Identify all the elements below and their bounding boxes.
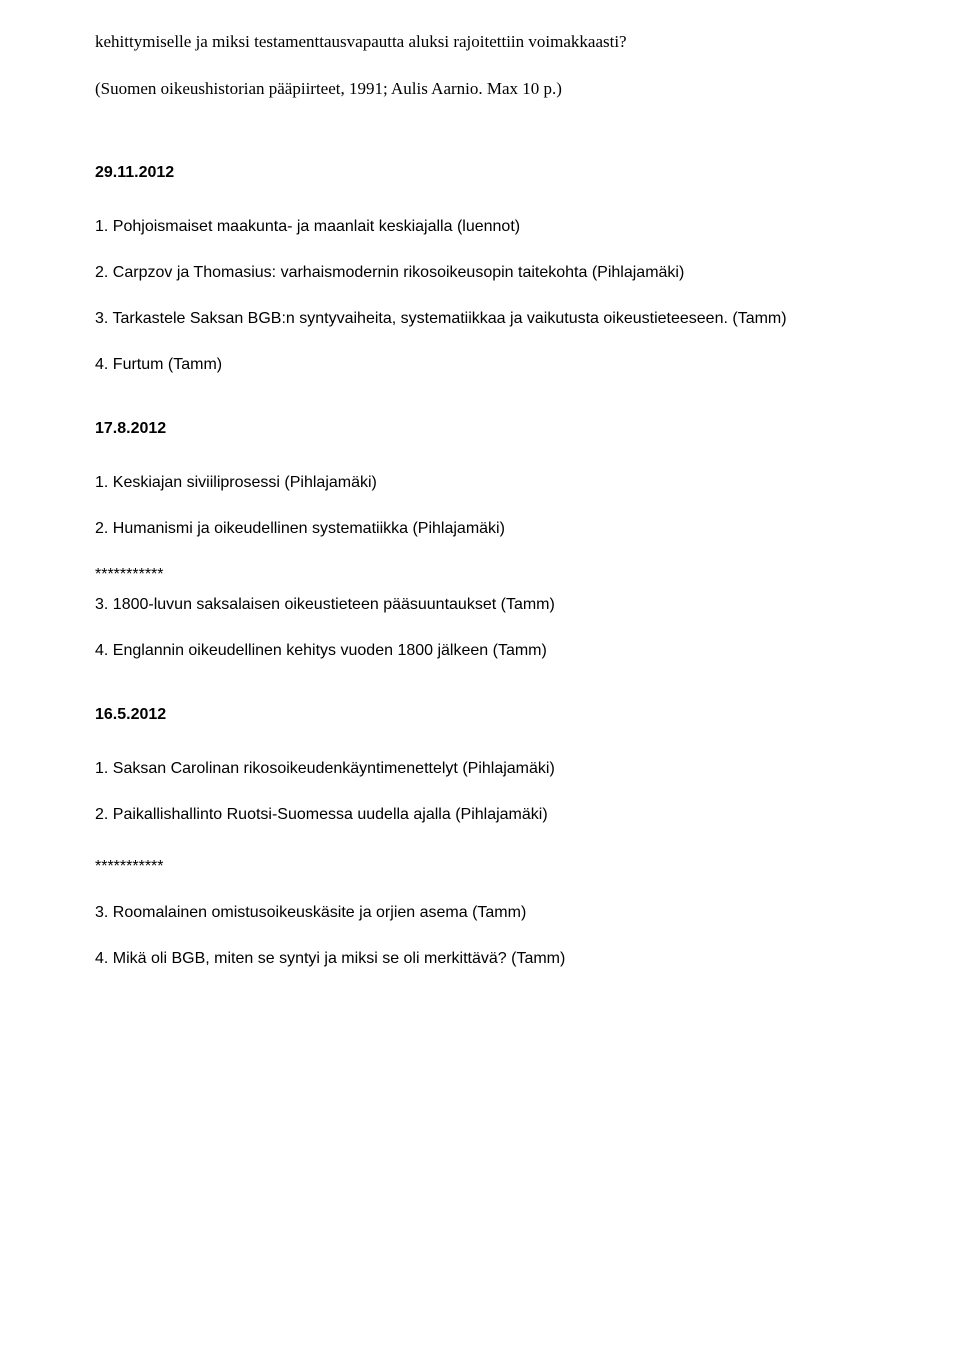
section-date: 16.5.2012	[95, 703, 865, 727]
section-date: 29.11.2012	[95, 161, 865, 185]
exam-question: 2. Humanismi ja oikeudellinen systematii…	[95, 517, 865, 541]
intro-paragraph-2: (Suomen oikeushistorian pääpiirteet, 199…	[95, 77, 865, 102]
exam-question: 1. Keskiajan siviiliprosessi (Pihlajamäk…	[95, 471, 865, 495]
separator-stars: ***********	[95, 563, 865, 587]
exam-question: 3. Tarkastele Saksan BGB:n syntyvaiheita…	[95, 307, 865, 331]
section-date: 17.8.2012	[95, 417, 865, 441]
exam-question: 4. Englannin oikeudellinen kehitys vuode…	[95, 639, 865, 663]
exam-question: 2. Paikallishallinto Ruotsi-Suomessa uud…	[95, 803, 865, 827]
exam-question: 4. Mikä oli BGB, miten se syntyi ja miks…	[95, 947, 865, 971]
exam-question: 2. Carpzov ja Thomasius: varhaismodernin…	[95, 261, 865, 285]
intro-paragraph-1: kehittymiselle ja miksi testamenttausvap…	[95, 30, 865, 55]
exam-question: 3. 1800-luvun saksalaisen oikeustieteen …	[95, 593, 865, 617]
exam-question: 4. Furtum (Tamm)	[95, 353, 865, 377]
exam-question: 1. Saksan Carolinan rikosoikeudenkäyntim…	[95, 757, 865, 781]
exam-question: 3. Roomalainen omistusoikeuskäsite ja or…	[95, 901, 865, 925]
separator-stars: ***********	[95, 855, 865, 879]
exam-question: 1. Pohjoismaiset maakunta- ja maanlait k…	[95, 215, 865, 239]
